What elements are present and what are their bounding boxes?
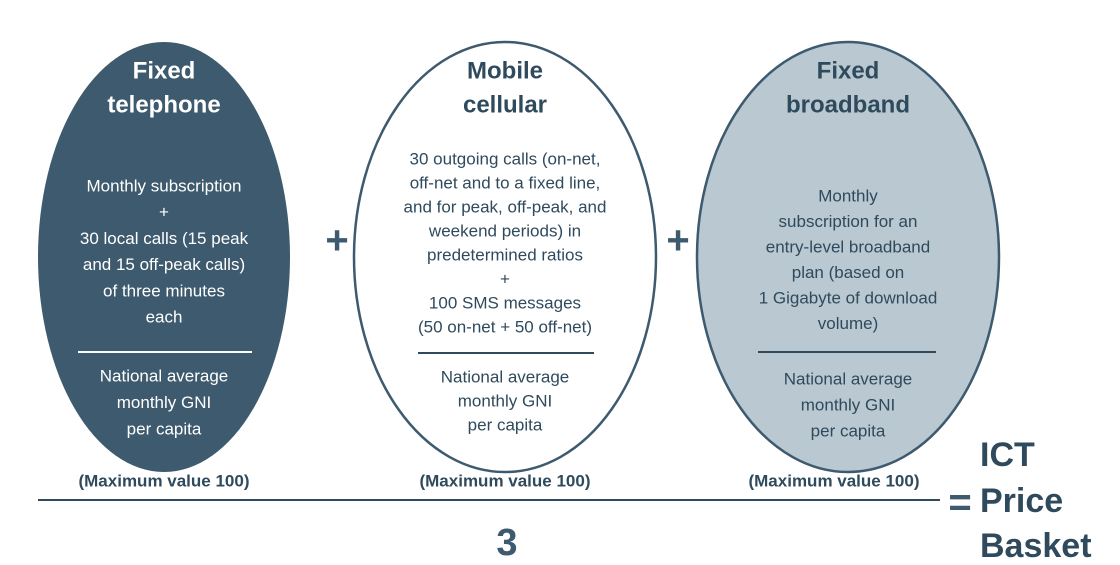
plus: + bbox=[325, 219, 348, 263]
component-description: weekend periods) in bbox=[428, 221, 581, 240]
component-title: broadband bbox=[786, 91, 910, 118]
max-value-label: (Maximum value 100) bbox=[748, 471, 919, 490]
divisor: 3 bbox=[496, 522, 517, 564]
component-description: 1 Gigabyte of download bbox=[759, 288, 938, 307]
component-description: + bbox=[500, 269, 510, 288]
component-description: Monthly subscription bbox=[87, 176, 242, 195]
component-title: telephone bbox=[107, 91, 220, 118]
component-description: 100 SMS messages bbox=[429, 293, 581, 312]
component-title: cellular bbox=[463, 91, 547, 118]
fixed-broadband-ellipse bbox=[695, 40, 1001, 474]
component-description: predetermined ratios bbox=[427, 245, 583, 264]
max-value-label: (Maximum value 100) bbox=[419, 471, 590, 490]
plus: + bbox=[666, 219, 689, 263]
component-description: subscription for an bbox=[779, 212, 918, 231]
component-description: and for peak, off-peak, and bbox=[404, 197, 607, 216]
component-denominator: monthly GNI bbox=[458, 391, 552, 410]
component-denominator: per capita bbox=[468, 415, 543, 434]
component-title: Mobile bbox=[467, 57, 543, 84]
component-denominator: National average bbox=[100, 366, 229, 385]
component-denominator: monthly GNI bbox=[117, 393, 211, 412]
component-description: of three minutes bbox=[103, 281, 225, 300]
component-denominator: per capita bbox=[127, 419, 202, 438]
mobile-cellular-ellipse bbox=[352, 40, 658, 474]
component-denominator: National average bbox=[441, 367, 570, 386]
result: Basket bbox=[980, 527, 1092, 565]
component-description: 30 local calls (15 peak bbox=[80, 229, 249, 248]
component-description: entry-level broadband bbox=[766, 237, 930, 256]
fixed-telephone-ellipse bbox=[38, 42, 290, 472]
component-title: Fixed bbox=[133, 57, 196, 84]
component-denominator: per capita bbox=[811, 421, 886, 440]
result: ICT bbox=[980, 436, 1035, 474]
component-description: each bbox=[146, 307, 183, 326]
component-description: + bbox=[159, 203, 169, 222]
result: Price bbox=[980, 482, 1063, 520]
component-description: and 15 off-peak calls) bbox=[83, 255, 245, 274]
component-denominator: monthly GNI bbox=[801, 395, 895, 414]
component-description: off-net and to a fixed line, bbox=[410, 173, 601, 192]
component-denominator: National average bbox=[784, 369, 913, 388]
component-description: Monthly bbox=[818, 186, 878, 205]
component-description: plan (based on bbox=[792, 263, 904, 282]
equals: = bbox=[948, 481, 971, 525]
component-description: volume) bbox=[818, 314, 878, 333]
max-value-label: (Maximum value 100) bbox=[78, 471, 249, 490]
component-description: 30 outgoing calls (on-net, bbox=[410, 149, 601, 168]
component-title: Fixed bbox=[817, 57, 880, 84]
component-description: (50 on-net + 50 off-net) bbox=[418, 317, 592, 336]
